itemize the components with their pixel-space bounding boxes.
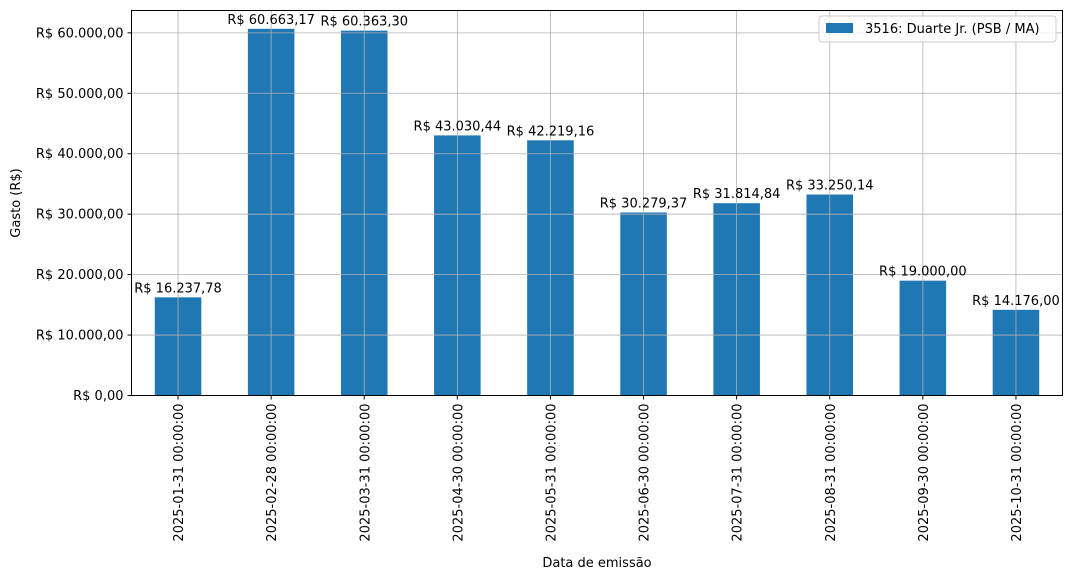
x-tick-label: 2025-08-31 00:00:00 bbox=[824, 404, 839, 542]
y-tick-label: R$ 40.000,00 bbox=[36, 147, 124, 162]
bar-value-label: R$ 16.237,78 bbox=[134, 281, 222, 296]
plot-frame bbox=[131, 10, 1063, 396]
y-tick-label: R$ 30.000,00 bbox=[36, 208, 124, 223]
bar-value-label: R$ 60.663,17 bbox=[227, 13, 315, 28]
bar-value-label: R$ 33.250,14 bbox=[786, 179, 874, 194]
x-tick-label: 2025-02-28 00:00:00 bbox=[265, 404, 280, 542]
x-tick-label: 2025-06-30 00:00:00 bbox=[638, 404, 653, 542]
legend-swatch bbox=[826, 23, 853, 33]
bar-value-label: R$ 31.814,84 bbox=[693, 187, 781, 202]
x-tick-label: 2025-10-31 00:00:00 bbox=[1010, 404, 1025, 542]
x-tick-label: 2025-05-31 00:00:00 bbox=[544, 404, 559, 542]
bar-value-label: R$ 30.279,37 bbox=[600, 196, 688, 211]
x-tick-label: 2025-04-30 00:00:00 bbox=[451, 404, 466, 542]
bar-value-label: R$ 14.176,00 bbox=[972, 294, 1060, 309]
x-tick-label: 2025-03-31 00:00:00 bbox=[358, 404, 373, 542]
bar-value-label: R$ 19.000,00 bbox=[879, 265, 967, 280]
y-tick-label: R$ 60.000,00 bbox=[36, 26, 124, 41]
y-axis-label: Gasto (R$) bbox=[9, 168, 24, 237]
bar-value-label: R$ 43.030,44 bbox=[414, 119, 502, 134]
bar-value-label: R$ 42.219,16 bbox=[507, 124, 595, 139]
legend-label: 3516: Duarte Jr. (PSB / MA) bbox=[865, 22, 1040, 37]
x-tick-label: 2025-01-31 00:00:00 bbox=[172, 404, 187, 542]
x-tick-label: 2025-07-31 00:00:00 bbox=[731, 404, 746, 542]
y-tick-label: R$ 0,00 bbox=[73, 389, 123, 404]
y-tick-label: R$ 50.000,00 bbox=[36, 87, 124, 102]
x-tick-label: 2025-09-30 00:00:00 bbox=[917, 404, 932, 542]
y-tick-label: R$ 10.000,00 bbox=[36, 329, 124, 344]
x-axis-label: Data de emissão bbox=[542, 556, 651, 571]
y-tick-label: R$ 20.000,00 bbox=[36, 268, 124, 283]
legend: 3516: Duarte Jr. (PSB / MA) bbox=[818, 15, 1057, 43]
bar-value-label: R$ 60.363,30 bbox=[320, 15, 408, 30]
